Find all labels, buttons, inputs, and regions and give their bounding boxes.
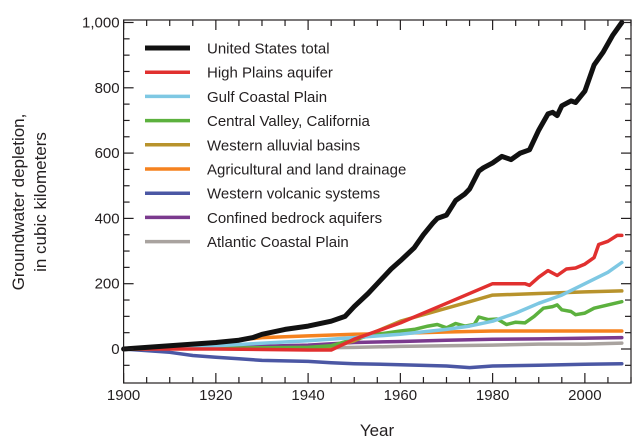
legend-item: Agricultural and land drainage: [145, 162, 406, 179]
y-axis-title-line-1: Groundwater depletion,: [9, 114, 28, 291]
legend-item: High Plains aquifer: [145, 65, 333, 82]
x-axis-title: Year: [360, 421, 395, 440]
legend-label: United States total: [207, 41, 330, 58]
series-layer: [121, 20, 625, 370]
legend-item: Gulf Coastal Plain: [145, 89, 327, 106]
legend-label: Western alluvial basins: [207, 137, 360, 154]
ticks-layer: 1900 1920 1940 1960 1980 2000 0 200 400 600 800 1,0…: [82, 15, 632, 404]
legend-label: Confined bedrock aquifers: [207, 210, 382, 227]
y-tick-label: 800: [95, 80, 120, 97]
series-line-united-states-total: [121, 20, 625, 352]
x-tick-label: 1940: [291, 387, 324, 404]
legend-item: Confined bedrock aquifers: [145, 210, 382, 227]
y-tick-label: 400: [95, 210, 120, 227]
legend-item: Central Valley, California: [145, 113, 371, 130]
legend-label: Gulf Coastal Plain: [207, 89, 327, 106]
legend-label: Agricultural and land drainage: [207, 162, 406, 179]
legend-item: United States total: [145, 41, 330, 58]
series-line-gulf-coastal-plain: [121, 260, 624, 351]
legend-item: Western alluvial basins: [145, 137, 360, 154]
y-tick-label: 1,000: [82, 15, 120, 32]
series-line-high-plains-aquifer: [121, 233, 624, 352]
y-tick-label: 200: [95, 276, 120, 293]
legend-label: Atlantic Coastal Plain: [207, 234, 349, 251]
y-tick-label: 600: [95, 145, 120, 162]
x-tick-label: 1960: [384, 387, 417, 404]
legend-label: Central Valley, California: [207, 113, 371, 130]
x-tick-label: 1920: [199, 387, 232, 404]
legend-item: Western volcanic systems: [145, 186, 380, 203]
y-tick-label: 0: [111, 341, 119, 358]
legend: United States total High Plains aquifer Gu…: [145, 41, 406, 251]
x-tick-label: 1980: [476, 387, 509, 404]
series-line-western-volcanic-systems: [121, 347, 624, 370]
y-axis-title: Groundwater depletion, in cubic kilomete…: [9, 114, 50, 291]
legend-label: High Plains aquifer: [207, 65, 333, 82]
legend-label: Western volcanic systems: [207, 186, 380, 203]
y-axis-title-line-2: in cubic kilometers: [31, 132, 50, 272]
legend-item: Atlantic Coastal Plain: [145, 234, 349, 251]
x-tick-label: 1900: [107, 387, 140, 404]
x-tick-label: 2000: [568, 387, 601, 404]
